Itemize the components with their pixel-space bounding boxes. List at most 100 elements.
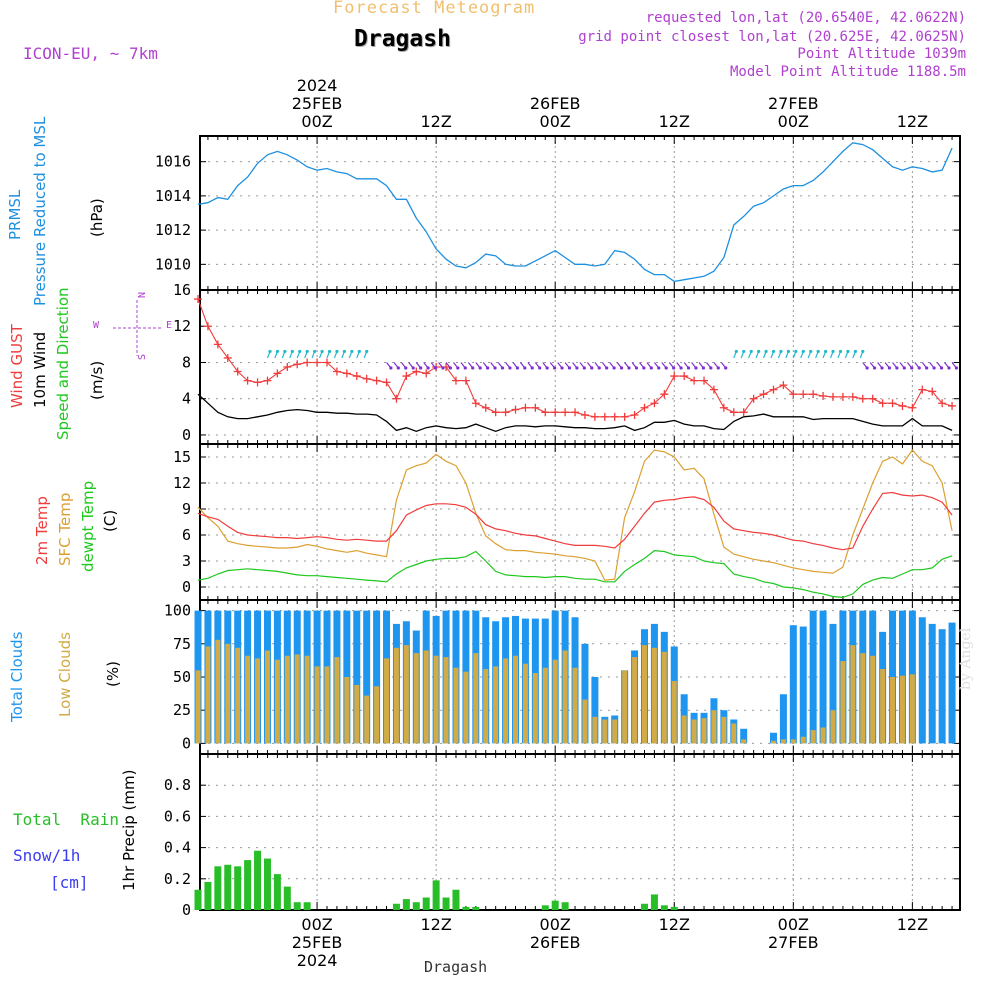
rain-bar	[263, 858, 271, 910]
wind-direction-arrowhead	[471, 366, 475, 370]
bottom-time-label: 12Z	[659, 915, 690, 934]
low-clouds-bar	[890, 677, 896, 744]
low-clouds-bar	[731, 723, 737, 744]
wind-direction-arrowhead	[456, 366, 460, 370]
gust-point-marker	[789, 390, 798, 399]
pressure-label-1: PRMSL	[6, 189, 24, 240]
wind-direction-arrowhead	[335, 349, 339, 354]
top-time-label: 2024	[297, 76, 338, 95]
total-clouds-bar	[948, 622, 956, 744]
wind-direction-arrowhead	[734, 349, 738, 354]
gust-point-marker	[898, 401, 907, 410]
bottom-time-label: 27FEB	[768, 933, 819, 952]
low-clouds-bar	[711, 710, 717, 744]
wind-direction-arrowhead	[709, 366, 713, 370]
requested-lonlat: requested lon,lat (20.6540E, 42.0622N)	[645, 10, 966, 26]
rain-bar	[194, 889, 202, 910]
wind-direction-arrowhead	[749, 349, 753, 354]
low-clouds-bar	[364, 695, 370, 744]
low-clouds-bar	[284, 655, 290, 744]
low-clouds-bar	[195, 670, 201, 744]
gust-point-marker	[918, 385, 927, 394]
low-clouds-bar	[503, 658, 509, 744]
low-clouds-label: Low Clouds	[56, 632, 74, 717]
top-time-label: 12Z	[897, 112, 928, 131]
panel-1	[199, 289, 961, 445]
gust-point-marker	[709, 385, 718, 394]
compass-e: E	[166, 320, 173, 331]
ytick-label: 0	[182, 901, 191, 919]
wind-direction-arrowhead	[582, 366, 586, 370]
wind-direction-arrowhead	[694, 366, 698, 370]
gust-point-marker	[243, 376, 252, 385]
model-label: ICON-EU, ~ 7km	[23, 44, 158, 63]
wind-direction-arrowhead	[619, 366, 624, 370]
low-clouds-bar	[215, 639, 221, 744]
ytick-label: 8	[182, 353, 191, 371]
wind-direction-arrowhead	[590, 366, 594, 370]
ytick-label: 4	[182, 390, 191, 408]
gust-point-marker	[759, 390, 768, 399]
low-clouds-bar	[622, 670, 628, 744]
wind-direction-arrowhead	[779, 349, 783, 354]
supertitle: Forecast Meteogram	[333, 0, 536, 18]
total-clouds-bar	[809, 610, 817, 744]
ytick-label: 0.4	[164, 839, 191, 857]
rain-label: Total Rain	[13, 810, 119, 829]
rain-bar	[452, 889, 460, 910]
top-time-label: 27FEB	[768, 94, 819, 113]
gust-point-marker	[571, 408, 580, 417]
rain-bar	[640, 903, 648, 910]
ytick-label: 25	[173, 701, 191, 719]
total-clouds-bar	[789, 625, 797, 744]
wind-direction-arrowhead	[350, 349, 354, 354]
low-clouds-bar	[255, 658, 261, 744]
rain-bar	[392, 903, 400, 910]
wind-direction-arrowhead	[404, 366, 408, 370]
rain-bar	[660, 905, 668, 910]
wind-direction-arrowhead	[486, 366, 490, 370]
top-time-label: 12Z	[659, 112, 690, 131]
low-clouds-bar	[552, 659, 558, 744]
ytick-label: 1010	[155, 255, 191, 273]
low-clouds-bar	[592, 716, 598, 744]
total-clouds-bar	[769, 732, 777, 744]
snow-unit: [cm]	[50, 873, 89, 892]
total-clouds-bar	[581, 643, 589, 744]
gust-point-marker	[868, 394, 877, 403]
ytick-label: 16	[173, 281, 191, 299]
low-clouds-bar	[433, 655, 439, 744]
low-clouds-bar	[612, 719, 618, 744]
rain-bar	[254, 850, 262, 910]
wind-direction-arrowhead	[567, 366, 572, 370]
wind-direction-arrowhead	[342, 349, 347, 354]
wind-direction-arrowhead	[605, 366, 609, 370]
wind-direction-arrowhead	[742, 349, 746, 354]
low-clouds-bar	[681, 715, 687, 744]
low-clouds-bar	[780, 739, 786, 744]
gust-point-marker	[471, 399, 480, 408]
low-clouds-bar	[810, 730, 816, 744]
rain-bar	[224, 864, 232, 910]
wind-direction-arrowhead	[649, 366, 653, 370]
ytick-label: 15	[173, 448, 191, 466]
gust-point-marker	[521, 403, 530, 412]
ytick-label: 12	[173, 474, 191, 492]
gust-label: Wind GUST	[8, 324, 26, 408]
rain-bar	[670, 906, 678, 910]
low-clouds-bar	[493, 666, 499, 744]
wind-direction-arrowhead	[441, 366, 445, 370]
panel-frame	[199, 289, 961, 445]
rain-bar	[244, 860, 252, 910]
wind-direction-arrowhead	[794, 349, 798, 354]
ytick-label: 0	[182, 426, 191, 444]
ytick-label: 0.2	[164, 870, 191, 888]
wind-direction-arrowhead	[290, 349, 294, 354]
gust-point-marker	[303, 358, 312, 367]
low-clouds-bar	[582, 699, 588, 744]
wind-direction-arrowhead	[500, 366, 505, 370]
low-clouds-bar	[344, 677, 350, 744]
gust-point-marker	[938, 399, 947, 408]
wind-direction-arrowhead	[902, 366, 906, 370]
low-clouds-bar	[770, 740, 776, 744]
